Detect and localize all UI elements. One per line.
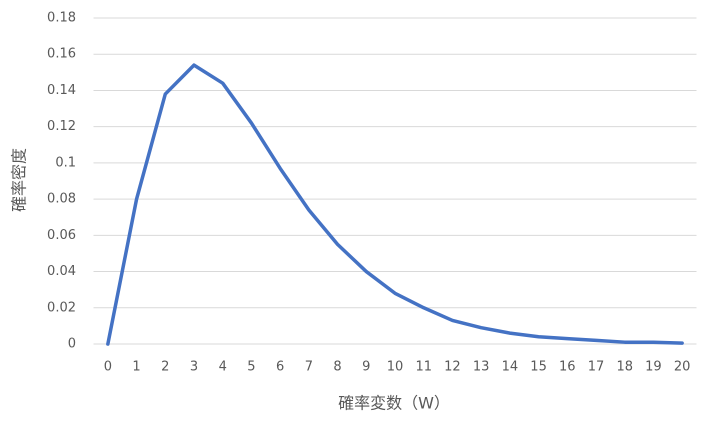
data-line — [106, 63, 684, 346]
x-tick-label: 0 — [104, 360, 112, 375]
x-tick-label: 20 — [674, 360, 691, 375]
y-tick-label: 0.08 — [47, 192, 76, 207]
x-tick-label: 11 — [415, 360, 432, 375]
y-tick-label: 0.1 — [55, 155, 76, 170]
x-tick-label: 15 — [530, 360, 547, 375]
y-tick-label: 0.16 — [47, 47, 76, 62]
x-tick-label: 12 — [444, 360, 461, 375]
x-tick-label: 7 — [305, 360, 313, 375]
x-tick-label: 8 — [333, 360, 341, 375]
y-tick-label: 0.06 — [47, 228, 76, 243]
x-tick-label: 10 — [387, 360, 404, 375]
x-tick-label: 16 — [559, 360, 576, 375]
x-tick-label: 13 — [473, 360, 490, 375]
y-tick-label: 0 — [68, 337, 76, 352]
x-tick-label: 5 — [247, 360, 255, 375]
x-tick-label: 4 — [219, 360, 227, 375]
x-tick-label: 19 — [645, 360, 662, 375]
x-tick-label: 14 — [502, 360, 519, 375]
x-axis-title: 確率変数（W） — [338, 394, 450, 413]
x-tick-label: 6 — [276, 360, 284, 375]
y-tick-label: 0.12 — [47, 119, 76, 134]
x-tick-label: 2 — [161, 360, 169, 375]
x-tick-label: 1 — [132, 360, 140, 375]
y-tick-label: 0.04 — [47, 264, 76, 279]
y-tick-label: 0.02 — [47, 300, 76, 315]
x-tick-label: 18 — [616, 360, 633, 375]
x-tick-label: 3 — [190, 360, 198, 375]
y-axis-title: 確率密度 — [10, 148, 29, 212]
x-tick-label: 9 — [362, 360, 370, 375]
x-tick-label: 17 — [588, 360, 605, 375]
y-tick-label: 0.18 — [47, 11, 76, 26]
y-tick-label: 0.14 — [47, 83, 76, 98]
